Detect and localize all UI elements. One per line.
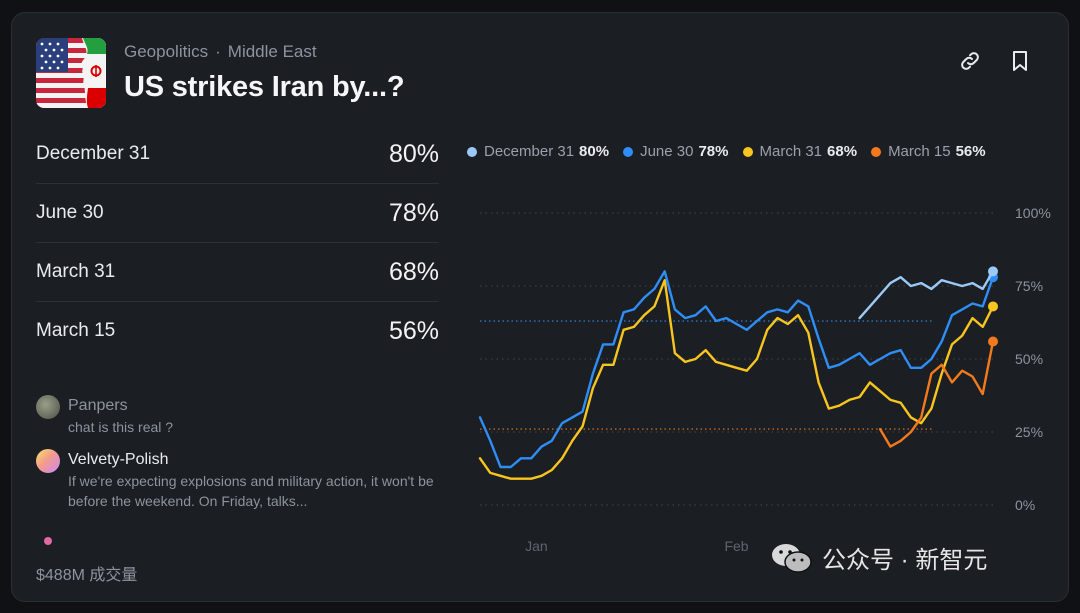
- breadcrumb-category[interactable]: Geopolitics: [124, 42, 209, 61]
- copy-link-button[interactable]: [958, 49, 982, 73]
- legend-swatch: [623, 146, 634, 157]
- outcome-percent: 68%: [388, 257, 439, 286]
- outcome-percent: 80%: [388, 139, 439, 168]
- bookmark-button[interactable]: [1008, 49, 1032, 73]
- y-tick-label: 50%: [1015, 351, 1043, 367]
- watermark: 公众号 · 新智元: [770, 540, 987, 575]
- series-line: [478, 279, 995, 480]
- legend-swatch: [871, 146, 882, 157]
- breadcrumb-subcategory[interactable]: Middle East: [227, 42, 317, 61]
- comment-item: Panpers chat is this real ?: [36, 395, 436, 437]
- x-tick-label: Jan: [525, 538, 548, 553]
- legend-item-march-31[interactable]: March 31 68%: [742, 143, 858, 160]
- breadcrumb-separator: ·: [215, 42, 221, 61]
- legend-name: June 30: [640, 143, 694, 160]
- avatar[interactable]: [36, 395, 60, 419]
- outcome-percent: 78%: [388, 198, 439, 227]
- comment-text: chat is this real ?: [68, 419, 174, 435]
- avatar: [44, 537, 52, 545]
- legend-name: March 31: [759, 143, 823, 160]
- y-tick-label: 25%: [1015, 424, 1043, 440]
- volume-label: $488M 成交量: [36, 567, 138, 584]
- y-tick-label: 75%: [1015, 278, 1043, 294]
- series-end-point: [988, 336, 998, 347]
- series-end-point: [988, 266, 998, 277]
- chart-legend: December 31 80% June 30 78% March 31 68%…: [467, 143, 986, 160]
- outcome-label: March 31: [36, 261, 116, 282]
- x-tick-label: Feb: [724, 538, 748, 553]
- bookmark-icon: [1013, 51, 1027, 71]
- comment-username[interactable]: Panpers: [68, 397, 128, 414]
- wechat-logo-icon: [772, 543, 812, 573]
- legend-swatch: [742, 146, 753, 157]
- legend-value: 56%: [955, 143, 986, 160]
- comment-item: Velvety-Polish If we're expecting explos…: [36, 449, 436, 511]
- market-card: Geopolitics · Middle East US strikes Iran …: [11, 12, 1069, 602]
- series-line: [858, 270, 995, 320]
- series-line: [478, 270, 995, 469]
- outcome-label: December 31: [36, 143, 151, 164]
- y-tick-label: 100%: [1015, 205, 1051, 221]
- comment-text: If we're expecting explosions and milita…: [68, 473, 434, 509]
- breadcrumb: Geopolitics · Middle East: [124, 42, 317, 62]
- legend-value: 78%: [698, 143, 729, 160]
- comment-feed: Panpers chat is this real ? Velvety-Poli…: [36, 395, 436, 523]
- series-end-point: [988, 301, 998, 312]
- series-line: [878, 340, 995, 448]
- legend-name: December 31: [484, 143, 575, 160]
- outcome-list: December 31 80% June 30 78% March 31 68%…: [36, 125, 439, 360]
- comment-username[interactable]: Velvety-Polish: [68, 451, 169, 468]
- outcome-row-march-31[interactable]: March 31 68%: [36, 243, 439, 302]
- market-image-flags: [36, 38, 106, 108]
- outcome-label: March 15: [36, 320, 116, 341]
- outcome-row-june-30[interactable]: June 30 78%: [36, 184, 439, 243]
- legend-item-december-31[interactable]: December 31 80%: [467, 143, 609, 160]
- legend-name: March 15: [888, 143, 951, 160]
- legend-value: 68%: [827, 143, 858, 160]
- y-tick-label: 0%: [1015, 497, 1035, 513]
- outcome-row-december-31[interactable]: December 31 80%: [36, 125, 439, 184]
- link-icon: [961, 52, 979, 70]
- legend-item-june-30[interactable]: June 30 78%: [623, 143, 729, 160]
- market-title: US strikes Iran by...?: [124, 71, 405, 103]
- price-history-chart[interactable]: 100% 75% 50% 25% 0% Jan Feb: [452, 183, 1052, 553]
- outcome-percent: 56%: [388, 316, 439, 345]
- avatar[interactable]: [36, 449, 60, 473]
- outcome-row-march-15[interactable]: March 15 56%: [36, 302, 439, 360]
- legend-value: 80%: [579, 143, 610, 160]
- watermark-text: 公众号 · 新智元: [822, 547, 988, 574]
- legend-swatch: [467, 146, 477, 157]
- legend-item-march-15[interactable]: March 15 56%: [871, 143, 986, 160]
- outcome-label: June 30: [36, 202, 104, 223]
